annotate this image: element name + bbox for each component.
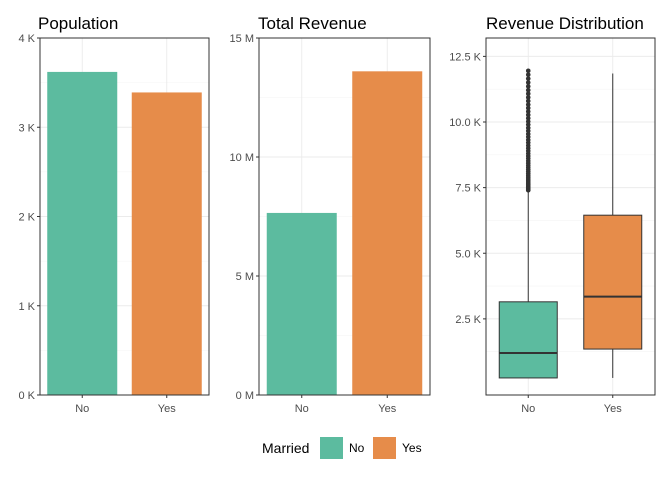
panel-border bbox=[258, 37, 431, 396]
box-no bbox=[498, 68, 558, 379]
outlier-point bbox=[525, 95, 531, 100]
y-axis: 0 K 1 K 2 K 3 K 4 K bbox=[18, 33, 40, 402]
total-revenue-panel: Total Revenue 0 M 5 M 10 M 15 M No Yes bbox=[230, 14, 431, 415]
x-tick-label: Yes bbox=[378, 403, 396, 415]
box-body bbox=[583, 214, 643, 350]
y-tick-label: 5 M bbox=[236, 271, 254, 283]
y-tick-label: 0 K bbox=[18, 390, 35, 402]
outliers bbox=[525, 68, 531, 193]
legend-title: Married bbox=[262, 440, 309, 456]
revenue-distribution-panel: Revenue Distribution 2.5 K 5.0 K 7.5 K 10.0… bbox=[449, 14, 656, 415]
x-axis: No Yes bbox=[521, 395, 622, 415]
marks bbox=[498, 68, 643, 379]
panel-border bbox=[485, 37, 656, 396]
y-tick-label: 0 M bbox=[236, 390, 254, 402]
x-axis: No Yes bbox=[295, 395, 397, 415]
x-tick-label: Yes bbox=[604, 403, 622, 415]
outlier-point bbox=[525, 125, 531, 131]
legend-key-no bbox=[320, 437, 343, 459]
x-tick-label: No bbox=[75, 403, 89, 415]
outlier-point bbox=[525, 115, 531, 121]
bar-no bbox=[266, 212, 337, 395]
outlier-point bbox=[525, 76, 531, 81]
y-tick-label: 10 M bbox=[230, 152, 254, 164]
marks bbox=[266, 71, 423, 395]
y-tick-label: 4 K bbox=[18, 33, 35, 45]
outlier-point bbox=[525, 91, 531, 97]
total-revenue-title: Total Revenue bbox=[258, 14, 367, 33]
population-title: Population bbox=[38, 14, 118, 33]
bar-yes bbox=[352, 71, 423, 395]
marks bbox=[47, 71, 202, 395]
legend-key-yes bbox=[373, 437, 396, 459]
x-axis: No Yes bbox=[75, 395, 176, 415]
y-tick-label: 10.0 K bbox=[449, 117, 481, 129]
outlier-point bbox=[525, 122, 531, 127]
x-tick-label: No bbox=[521, 403, 535, 415]
legend-label-no: No bbox=[349, 441, 365, 455]
outlier-point bbox=[525, 84, 531, 89]
legend: Married No Yes bbox=[262, 437, 422, 459]
y-axis: 0 M 5 M 10 M 15 M bbox=[230, 33, 259, 402]
y-tick-label: 3 K bbox=[18, 122, 35, 134]
outlier-point bbox=[525, 72, 531, 78]
outlier-point bbox=[525, 68, 531, 74]
outlier-point bbox=[525, 102, 531, 107]
y-tick-label: 5.0 K bbox=[455, 248, 481, 260]
y-tick-label: 7.5 K bbox=[455, 183, 481, 195]
y-tick-label: 2.5 K bbox=[455, 314, 481, 326]
outlier-point bbox=[525, 98, 531, 104]
outlier-point bbox=[525, 112, 531, 118]
y-tick-label: 12.5 K bbox=[449, 51, 481, 63]
bar-no bbox=[47, 71, 118, 395]
outlier-point bbox=[525, 87, 531, 93]
x-tick-label: No bbox=[295, 403, 309, 415]
y-tick-label: 2 K bbox=[18, 212, 35, 224]
outlier-point bbox=[525, 119, 531, 124]
outlier-point bbox=[525, 105, 531, 111]
outlier-point bbox=[525, 80, 531, 85]
y-axis: 2.5 K 5.0 K 7.5 K 10.0 K 12.5 K bbox=[449, 51, 486, 326]
bar-yes bbox=[131, 92, 202, 395]
x-tick-label: Yes bbox=[158, 403, 176, 415]
y-tick-label: 15 M bbox=[230, 33, 254, 45]
legend-label-yes: Yes bbox=[402, 441, 422, 455]
y-tick-label: 1 K bbox=[18, 301, 35, 313]
outlier-point bbox=[525, 109, 531, 114]
box-yes bbox=[583, 73, 643, 378]
population-panel: Population 0 K 1 K 2 K 3 K 4 K No Yes bbox=[18, 14, 210, 415]
revenue-distribution-title: Revenue Distribution bbox=[486, 14, 644, 33]
box-body bbox=[498, 301, 558, 379]
